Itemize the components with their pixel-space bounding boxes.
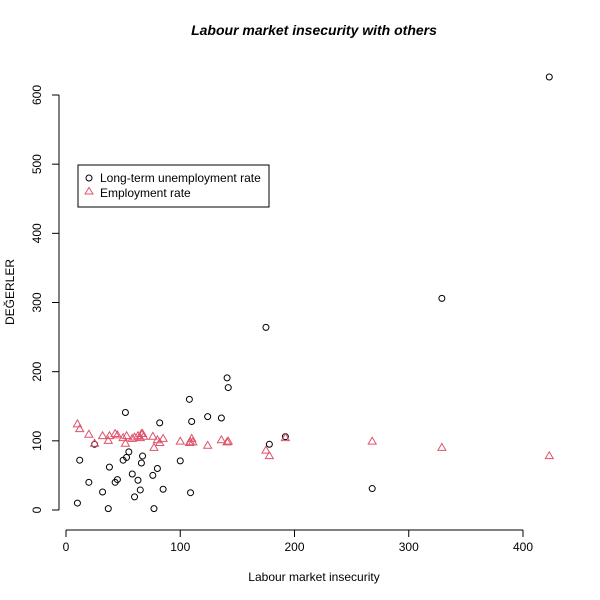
point-long-term-unemployment — [121, 408, 129, 416]
x-axis-label: Labour market insecurity — [248, 570, 379, 584]
point-long-term-unemployment — [156, 419, 164, 427]
point-long-term-unemployment — [99, 488, 107, 496]
point-employment — [74, 423, 85, 433]
y-tick-label: 300 — [30, 292, 44, 312]
x-tick-label: 100 — [170, 540, 190, 554]
point-long-term-unemployment — [76, 456, 84, 464]
point-long-term-unemployment — [125, 448, 133, 456]
point-long-term-unemployment — [438, 294, 446, 302]
point-long-term-unemployment — [368, 485, 376, 493]
point-employment — [154, 437, 165, 447]
point-employment — [216, 434, 227, 444]
point-employment — [72, 418, 83, 428]
y-tick-label: 400 — [30, 223, 44, 243]
point-employment — [186, 433, 197, 442]
point-long-term-unemployment — [224, 384, 232, 392]
point-employment — [138, 431, 149, 440]
legend-box — [77, 164, 270, 208]
point-employment — [223, 436, 234, 445]
point-employment — [135, 432, 146, 442]
legend-label-long-term-unemployment: Long-term unemployment rate — [100, 171, 261, 185]
legend: Long-term unemployment rate Employment r… — [77, 164, 270, 208]
point-employment — [222, 436, 232, 446]
point-long-term-unemployment — [139, 452, 147, 460]
point-long-term-unemployment — [136, 486, 144, 494]
y-tick-label: 0 — [30, 506, 44, 513]
point-long-term-unemployment — [217, 414, 225, 422]
point-employment — [184, 437, 195, 447]
point-employment — [158, 433, 168, 442]
point-long-term-unemployment — [128, 470, 136, 478]
point-employment — [187, 436, 198, 446]
point-long-term-unemployment — [204, 413, 212, 421]
point-employment — [437, 442, 447, 451]
point-employment — [264, 450, 275, 460]
point-long-term-unemployment — [187, 489, 195, 497]
point-long-term-unemployment — [159, 485, 167, 493]
point-employment — [97, 430, 108, 440]
point-employment — [112, 430, 123, 439]
point-long-term-unemployment — [85, 478, 93, 486]
point-employment — [110, 428, 120, 438]
point-employment — [120, 438, 131, 447]
point-long-term-unemployment — [149, 471, 157, 479]
point-employment — [103, 435, 114, 444]
x-tick-label: 200 — [284, 540, 304, 554]
point-employment — [261, 445, 271, 454]
point-employment — [149, 442, 159, 451]
point-long-term-unemployment — [262, 323, 270, 331]
point-long-term-unemployment — [73, 499, 81, 507]
point-employment — [121, 430, 132, 440]
point-long-term-unemployment — [150, 505, 158, 513]
point-long-term-unemployment — [104, 505, 112, 513]
y-tick-label: 200 — [30, 361, 44, 381]
point-long-term-unemployment — [113, 476, 121, 484]
point-long-term-unemployment — [188, 417, 196, 425]
point-employment — [280, 432, 291, 442]
legend-marker-employment — [84, 186, 94, 195]
point-long-term-unemployment — [131, 493, 139, 501]
legend-label-employment: Employment rate — [100, 186, 191, 200]
y-tick-label: 500 — [30, 154, 44, 174]
point-long-term-unemployment — [223, 374, 231, 382]
data-points — [72, 73, 555, 513]
point-long-term-unemployment — [265, 440, 273, 448]
y-tick-label: 100 — [30, 431, 44, 451]
x-axis: 0 100 200 300 400 — [63, 529, 533, 554]
y-axis: 0 100 200 300 400 500 600 — [30, 85, 60, 513]
point-employment — [129, 432, 140, 441]
point-employment — [147, 431, 158, 440]
point-long-term-unemployment — [105, 463, 113, 471]
y-tick-label: 600 — [30, 85, 44, 105]
y-axis-label: DEĞERLER — [2, 259, 17, 325]
point-employment — [367, 436, 378, 445]
x-tick-label: 400 — [513, 540, 533, 554]
point-long-term-unemployment — [137, 459, 145, 467]
point-long-term-unemployment — [134, 476, 142, 484]
point-employment — [83, 429, 94, 438]
point-employment — [175, 436, 186, 445]
point-employment — [118, 432, 128, 442]
point-long-term-unemployment — [153, 465, 161, 472]
point-employment — [202, 440, 213, 449]
point-long-term-unemployment — [176, 457, 184, 465]
legend-marker-long-term-unemployment — [85, 174, 93, 182]
x-tick-label: 0 — [63, 540, 70, 554]
chart-title: Labour market insecurity with others — [191, 22, 437, 38]
point-employment — [544, 450, 555, 460]
point-long-term-unemployment — [185, 395, 193, 403]
point-long-term-unemployment — [545, 73, 553, 81]
point-employment — [89, 438, 100, 447]
x-tick-label: 300 — [399, 540, 419, 554]
